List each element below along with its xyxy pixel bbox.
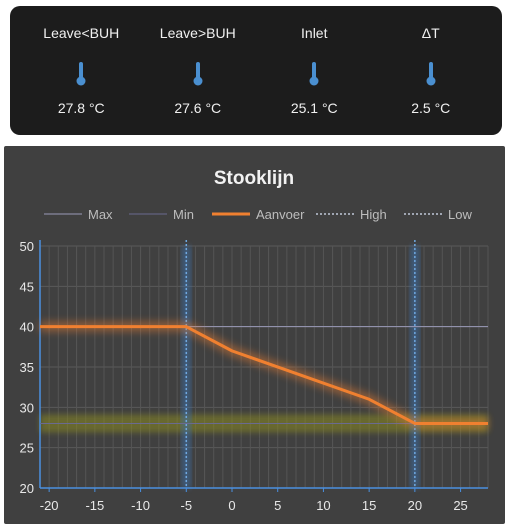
x-tick-label: -5 xyxy=(181,498,193,513)
thermometer-icon xyxy=(193,62,203,86)
x-tick-label: 15 xyxy=(362,498,376,513)
sensor-leave-before-buh[interactable]: Leave<BUH 27.8 °C xyxy=(26,6,136,135)
legend-item-low: Low xyxy=(404,207,472,222)
sensor-leave-after-buh[interactable]: Leave>BUH 27.6 °C xyxy=(143,6,253,135)
chart-tick-labels: 20 25 30 35 40 45 50 -20 -15 -10 -5 0 5 10 15 20 25 xyxy=(20,239,468,513)
sensor-label: ΔT xyxy=(421,25,440,41)
x-tick-label: 25 xyxy=(453,498,467,513)
series-aanvoer-glow xyxy=(40,321,488,429)
y-tick-label: 45 xyxy=(20,279,34,294)
chart-series xyxy=(40,240,488,488)
chart-title: Stooklijn xyxy=(214,168,294,189)
sensor-label: Inlet xyxy=(301,25,328,41)
y-tick-label: 40 xyxy=(20,320,34,335)
legend-item-high: High xyxy=(316,207,387,222)
legend-label: Min xyxy=(173,207,194,222)
x-tick-label: -15 xyxy=(85,498,104,513)
legend-label: Low xyxy=(448,207,472,222)
series-aanvoer-line xyxy=(40,325,488,425)
thermometer-icon xyxy=(309,62,319,86)
sensor-value: 27.8 °C xyxy=(57,100,105,116)
sensor-value: 25.1 °C xyxy=(290,100,338,116)
legend-item-max: Max xyxy=(44,207,113,222)
sensor-label: Leave<BUH xyxy=(43,25,120,41)
legend-item-min: Min xyxy=(129,207,194,222)
y-tick-label: 30 xyxy=(20,400,34,415)
sensor-card: Leave<BUH 27.8 °C Leave>BUH 27.6 °C Inle… xyxy=(10,6,502,135)
x-tick-label: 20 xyxy=(408,498,422,513)
sensor-value: 27.6 °C xyxy=(174,100,222,116)
legend-label: Aanvoer xyxy=(256,207,305,222)
heating-curve-chart: Stooklijn Max Min Aanvoer High Low 20 25 30 35 4… xyxy=(4,146,505,524)
y-tick-label: 20 xyxy=(20,481,34,496)
x-tick-label: 5 xyxy=(274,498,281,513)
x-tick-label: 0 xyxy=(228,498,235,513)
y-tick-label: 50 xyxy=(20,239,34,254)
chart-axes xyxy=(39,240,488,492)
x-tick-label: 10 xyxy=(316,498,330,513)
legend-label: High xyxy=(360,207,387,222)
sensor-delta-t[interactable]: ΔT 2.5 °C xyxy=(376,6,486,135)
thermometer-icon xyxy=(76,62,86,86)
x-tick-label: -10 xyxy=(131,498,150,513)
high-glow-band xyxy=(181,246,192,488)
sensor-value: 2.5 °C xyxy=(411,100,451,116)
legend-label: Max xyxy=(88,207,113,222)
legend-item-aanvoer: Aanvoer xyxy=(212,207,305,222)
y-tick-label: 25 xyxy=(20,441,34,456)
sensor-label: Leave>BUH xyxy=(159,25,236,41)
chart-legend: Max Min Aanvoer High Low xyxy=(44,207,472,222)
y-tick-label: 35 xyxy=(20,360,34,375)
sensor-inlet[interactable]: Inlet 25.1 °C xyxy=(259,6,369,135)
x-tick-label: -20 xyxy=(40,498,59,513)
thermometer-icon xyxy=(426,62,436,86)
chart-grid xyxy=(39,245,489,489)
low-glow-band xyxy=(409,246,420,488)
chart-canvas: Stooklijn Max Min Aanvoer High Low 20 25 30 35 4… xyxy=(20,168,489,513)
